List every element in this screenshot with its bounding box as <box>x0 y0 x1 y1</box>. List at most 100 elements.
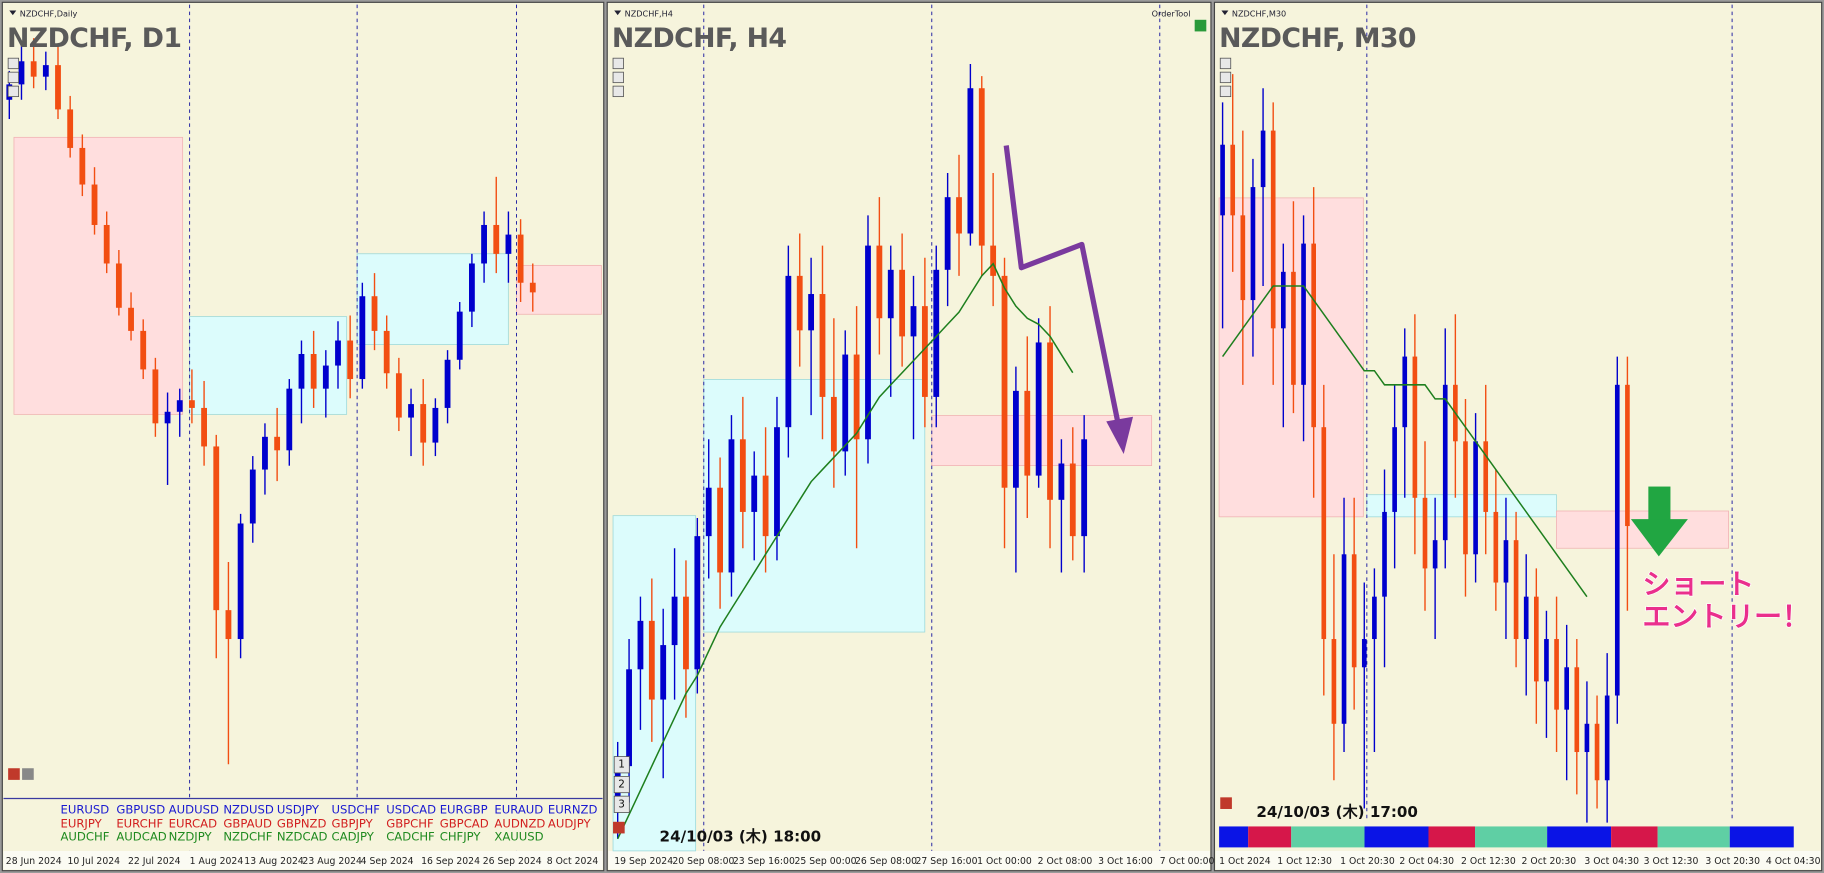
candle <box>887 245 894 397</box>
candle <box>1523 554 1529 696</box>
symbol-link[interactable]: AUDUSD <box>169 803 219 817</box>
close-button[interactable] <box>8 768 20 780</box>
symbol-link[interactable]: GBPCAD <box>440 817 489 831</box>
candle-body <box>774 427 780 537</box>
symbol-link[interactable]: NZDCHF <box>223 829 272 843</box>
scroll-button[interactable] <box>7 85 20 98</box>
candle <box>1614 356 1620 724</box>
symbol-link[interactable]: NZDUSD <box>223 803 273 817</box>
symbol-link[interactable]: AUDJPY <box>548 817 592 831</box>
candle <box>468 253 475 328</box>
candle <box>115 250 122 316</box>
symbol-link[interactable]: CADJPY <box>332 829 375 843</box>
candle-body <box>1463 441 1468 555</box>
symbol-link[interactable]: CHFJPY <box>440 829 482 843</box>
scroll-button[interactable] <box>7 57 20 70</box>
scroll-button[interactable] <box>612 57 624 70</box>
candle <box>529 263 536 312</box>
order-tool-label[interactable]: OrderTool <box>1152 8 1191 18</box>
candle <box>1604 653 1610 823</box>
candle-body <box>347 340 354 380</box>
symbol-link[interactable]: USDCAD <box>386 803 436 817</box>
window-icon <box>1221 10 1229 16</box>
symbol-link[interactable]: USDJPY <box>277 803 320 817</box>
symbol-link[interactable]: GBPNZD <box>277 817 327 831</box>
symbol-link[interactable]: AUDNZD <box>494 817 545 831</box>
symbol-link[interactable]: EURAUD <box>494 803 543 817</box>
candle-body <box>1361 639 1367 668</box>
symbol-link[interactable]: NZDCAD <box>277 829 328 843</box>
candle <box>1361 582 1367 809</box>
symbol-link[interactable]: XAUUSD <box>494 829 543 843</box>
candle-body <box>529 282 536 293</box>
candle <box>1382 469 1387 668</box>
candle-body <box>298 354 305 389</box>
period-separators <box>189 4 1733 851</box>
chart-button[interactable] <box>613 795 630 813</box>
candle <box>865 215 871 464</box>
candle <box>842 330 849 476</box>
time-label: 2 Oct 12:30 <box>1461 856 1516 867</box>
candle <box>921 257 928 428</box>
symbol-link[interactable]: EURCHF <box>116 817 163 831</box>
window-title: NZDCHF,Daily <box>20 8 78 18</box>
candle-body <box>164 411 171 424</box>
order-tool-icon[interactable] <box>1194 19 1207 32</box>
timestamp: 24/10/03 (木) 18:00 <box>660 827 822 845</box>
candle <box>1220 102 1225 329</box>
candle-body <box>310 354 317 389</box>
minimize-button[interactable] <box>22 768 34 780</box>
scroll-button[interactable] <box>1219 71 1232 84</box>
symbol-link[interactable]: GBPCHF <box>386 817 434 831</box>
symbol-link[interactable]: EURCAD <box>169 817 217 831</box>
symbol-link[interactable]: AUDCHF <box>60 829 109 843</box>
close-button[interactable] <box>613 821 625 834</box>
candle <box>140 319 147 380</box>
candle-body <box>933 269 940 397</box>
symbol-link[interactable]: EURUSD <box>60 803 109 817</box>
candle-body <box>152 369 159 424</box>
zones <box>13 136 1730 852</box>
candle <box>956 154 962 276</box>
candle <box>1260 88 1266 286</box>
scroll-button[interactable] <box>7 71 20 84</box>
symbol-link[interactable]: AUDCAD <box>116 829 166 843</box>
symbol-link[interactable]: CADCHF <box>386 829 435 843</box>
chart-title: NZDCHF, D1 <box>7 23 181 54</box>
symbol-link[interactable]: GBPUSD <box>116 803 165 817</box>
candle-body <box>1402 356 1408 428</box>
candle <box>1035 318 1042 488</box>
symbol-link[interactable]: NZDJPY <box>169 829 213 843</box>
close-button[interactable] <box>1220 797 1232 809</box>
candle-body <box>517 234 524 283</box>
candle-body <box>115 263 122 308</box>
candle-body <box>274 436 281 451</box>
scroll-button[interactable] <box>612 85 624 98</box>
candle-body <box>1594 723 1600 781</box>
candle <box>1442 328 1448 569</box>
candle-body <box>1012 390 1019 488</box>
candle <box>383 315 390 389</box>
symbol-link[interactable]: EURNZD <box>548 803 598 817</box>
candle-body <box>728 439 735 573</box>
candle <box>347 315 354 399</box>
demand-zone <box>356 253 509 345</box>
chart-button[interactable] <box>613 775 630 794</box>
candle <box>1533 568 1539 724</box>
symbol-link[interactable]: EURJPY <box>60 817 102 831</box>
candle <box>1069 427 1076 561</box>
candle <box>978 76 985 276</box>
time-label: 3 Oct 16:00 <box>1098 856 1153 867</box>
scroll-button[interactable] <box>1219 57 1232 70</box>
symbol-link[interactable]: EURGBP <box>440 803 488 817</box>
scroll-button[interactable] <box>1219 85 1232 98</box>
scroll-button[interactable] <box>612 71 624 84</box>
candle <box>1372 568 1377 753</box>
candle <box>1311 187 1317 498</box>
chart-button[interactable] <box>613 756 630 774</box>
symbol-link[interactable]: GBPAUD <box>223 817 272 831</box>
time-label: 23 Aug 2024 <box>302 856 362 867</box>
symbol-link[interactable]: USDCHF <box>332 803 381 817</box>
symbol-link[interactable]: GBPJPY <box>332 817 374 831</box>
